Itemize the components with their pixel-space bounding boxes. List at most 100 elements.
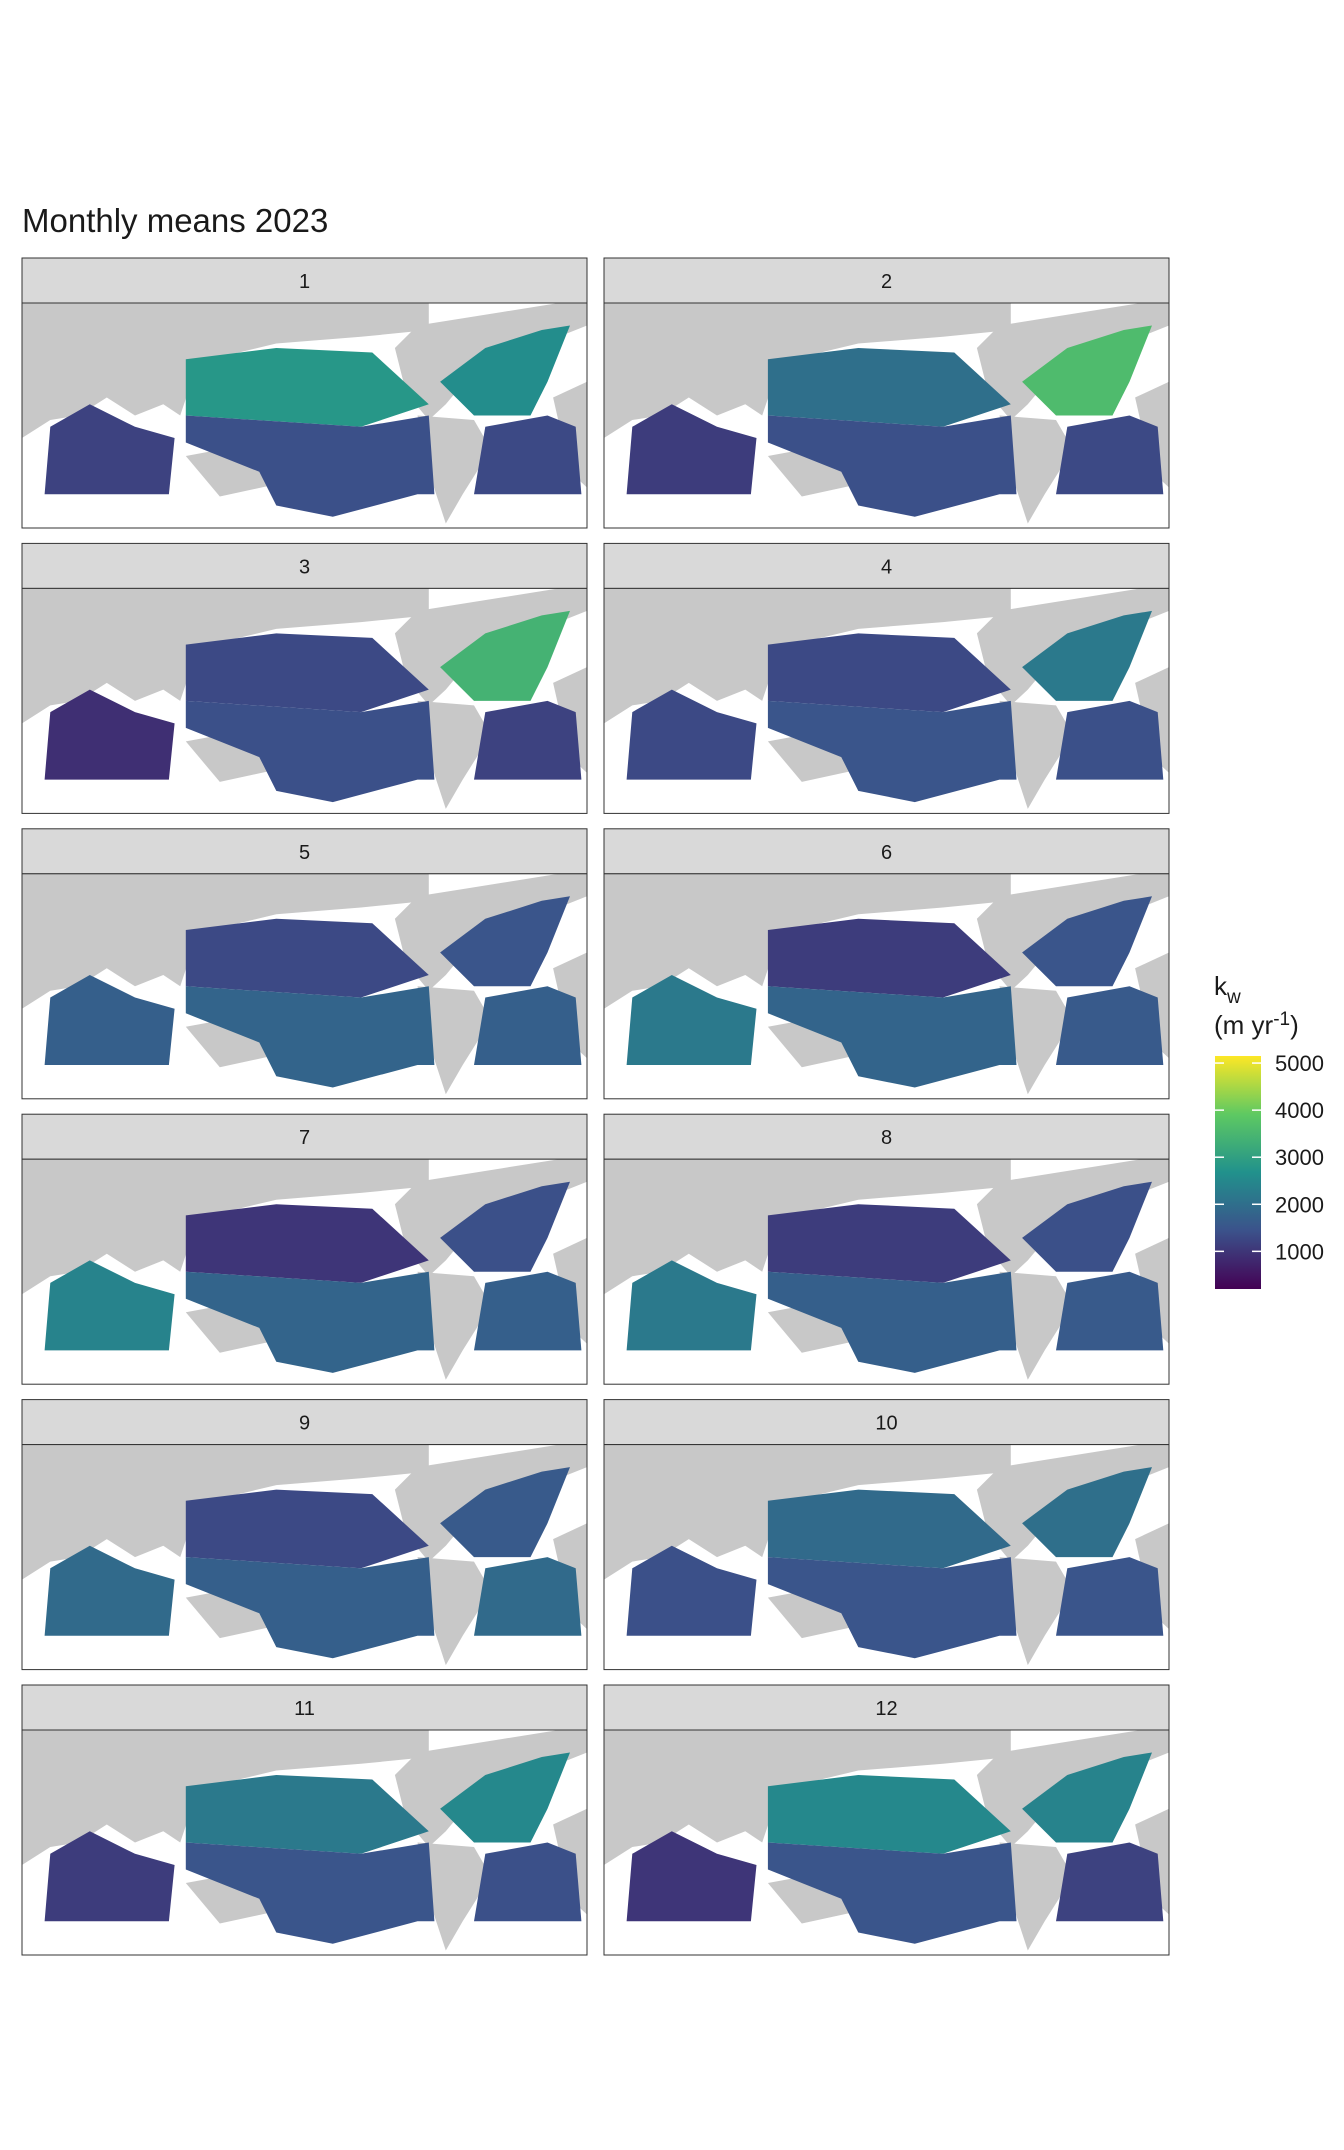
strip: [21, 1113, 588, 1160]
strip: [21, 542, 588, 589]
ocean-cell: [1056, 1271, 1164, 1351]
strip-label: 9: [299, 1413, 310, 1435]
strip-label: 11: [294, 1698, 315, 1720]
strip: [603, 828, 1170, 875]
ocean-cell: [1056, 415, 1164, 495]
ocean-cell: [1022, 1752, 1152, 1843]
land: [999, 986, 1073, 1095]
ocean-cell: [44, 404, 175, 495]
ocean-cell: [440, 896, 570, 987]
panel-border: [603, 1729, 1170, 1956]
ocean-cell: [440, 325, 570, 416]
ocean-cell: [767, 1557, 1017, 1659]
strip: [603, 1684, 1170, 1731]
ocean-cell: [440, 610, 570, 701]
land: [604, 588, 1011, 724]
ocean-cell: [44, 1260, 175, 1351]
legend-title-sub: w: [1226, 987, 1241, 1008]
colorbar-tick-label: 1000: [1275, 1239, 1324, 1264]
land: [417, 1271, 491, 1380]
legend-unit: (m yr-1): [1214, 1009, 1299, 1040]
ocean-cell: [626, 689, 757, 780]
strip-label: 10: [875, 1413, 897, 1435]
land: [417, 700, 491, 809]
ocean-cell: [474, 1557, 582, 1636]
ocean-cell: [185, 918, 429, 998]
ocean-cell: [767, 700, 1017, 803]
ocean-cell: [185, 1489, 429, 1569]
panel-border: [21, 873, 588, 1100]
strip: [21, 1399, 588, 1446]
ocean-cell: [185, 700, 435, 803]
ocean-cell: [626, 1545, 757, 1636]
colorbar-tick-label: 5000: [1275, 1051, 1324, 1076]
land: [417, 1557, 491, 1666]
legend-title: kw: [1214, 971, 1241, 1008]
ocean-cell: [440, 1181, 570, 1272]
ocean-cell: [474, 1271, 582, 1351]
panel-border: [21, 302, 588, 529]
strip-label: 8: [881, 1127, 892, 1149]
legend-title-main: k: [1214, 971, 1228, 1001]
panel-border: [21, 587, 588, 814]
strip-label: 6: [881, 842, 892, 864]
panel-border: [21, 1444, 588, 1671]
land: [999, 1842, 1073, 1951]
ocean-cell: [44, 975, 175, 1065]
land: [604, 1444, 1011, 1580]
strip: [603, 1113, 1170, 1160]
ocean-cell: [767, 1489, 1011, 1569]
ocean-cell: [1056, 1557, 1164, 1636]
ocean-cell: [44, 1545, 175, 1636]
land: [604, 303, 1011, 438]
ocean-cell: [1056, 986, 1164, 1065]
ocean-cell: [1056, 700, 1164, 780]
colorbar-tick-label: 2000: [1275, 1192, 1324, 1217]
ocean-cell: [626, 1831, 757, 1922]
land: [22, 303, 429, 438]
ocean-cell: [767, 1271, 1017, 1373]
panel-border: [21, 1729, 588, 1956]
strip-label: 12: [875, 1698, 897, 1720]
panel-border: [603, 1444, 1170, 1671]
strip-label: 7: [299, 1127, 310, 1149]
ocean-cell: [474, 1842, 582, 1922]
ocean-cell: [626, 404, 757, 495]
land: [604, 1159, 1011, 1295]
panel-border: [21, 1158, 588, 1385]
strip: [603, 542, 1170, 589]
ocean-cell: [440, 1467, 570, 1558]
ocean-cell: [767, 415, 1017, 517]
ocean-cell: [185, 633, 429, 713]
ocean-cell: [185, 1271, 435, 1373]
ocean-cell: [185, 1557, 435, 1659]
land: [22, 1444, 429, 1580]
ocean-cell: [185, 986, 435, 1088]
strip: [21, 257, 588, 304]
ocean-cell: [767, 633, 1011, 713]
land: [604, 1730, 1011, 1865]
colorbar: [1215, 1056, 1261, 1289]
strip-label: 1: [299, 271, 310, 293]
colorbar-tick-label: 3000: [1275, 1145, 1324, 1170]
legend-unit-end: ): [1290, 1010, 1299, 1040]
colorbar-tick-label: 4000: [1275, 1098, 1324, 1123]
ocean-cell: [1056, 1842, 1164, 1922]
ocean-cell: [767, 348, 1011, 427]
panel-border: [603, 587, 1170, 814]
land: [22, 873, 429, 1009]
legend-unit-start: (m yr: [1214, 1010, 1274, 1040]
ocean-cell: [185, 415, 435, 517]
strip: [21, 828, 588, 875]
land: [999, 1557, 1073, 1666]
ocean-cell: [1022, 610, 1152, 701]
ocean-cell: [185, 348, 429, 427]
land: [417, 986, 491, 1095]
strip: [603, 1399, 1170, 1446]
ocean-cell: [626, 1260, 757, 1351]
panel-border: [603, 1158, 1170, 1385]
land: [22, 1730, 429, 1865]
ocean-cell: [1022, 896, 1152, 987]
